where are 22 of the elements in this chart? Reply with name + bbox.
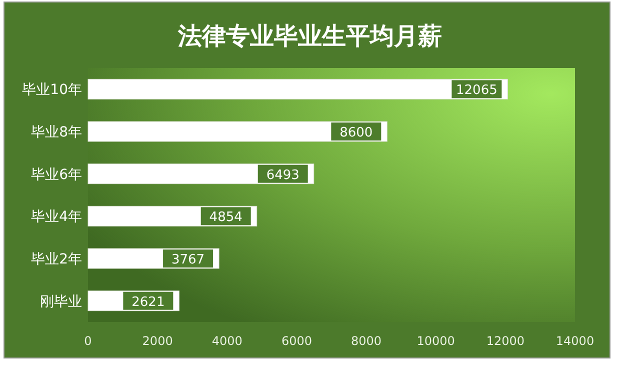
x-tick-label: 0 xyxy=(84,334,92,348)
x-tick-label: 10000 xyxy=(416,334,455,348)
y-tick-label: 毕业4年 xyxy=(31,209,82,226)
data-label: 12065 xyxy=(456,83,498,98)
y-tick-label: 毕业8年 xyxy=(31,124,82,140)
y-tick-label: 刚毕业 xyxy=(40,294,82,310)
data-label: 3767 xyxy=(171,252,205,268)
x-tick-label: 8000 xyxy=(351,334,382,348)
bar xyxy=(88,78,508,100)
x-tick-label: 6000 xyxy=(281,334,312,348)
data-label: 8600 xyxy=(340,126,373,140)
x-tick-label: 14000 xyxy=(556,334,594,348)
x-tick-label: 12000 xyxy=(486,334,525,348)
y-tick-label: 毕业6年 xyxy=(31,166,82,183)
data-label: 6493 xyxy=(266,168,300,183)
y-tick-label: 毕业10年 xyxy=(22,82,82,98)
x-tick-label: 2000 xyxy=(142,334,173,348)
chart-title: 法律专业毕业生平均月薪 xyxy=(177,22,442,50)
y-tick-label: 毕业2年 xyxy=(31,252,82,268)
data-label: 4854 xyxy=(209,210,242,226)
x-tick-label: 4000 xyxy=(212,334,242,348)
data-label: 2621 xyxy=(132,294,165,310)
